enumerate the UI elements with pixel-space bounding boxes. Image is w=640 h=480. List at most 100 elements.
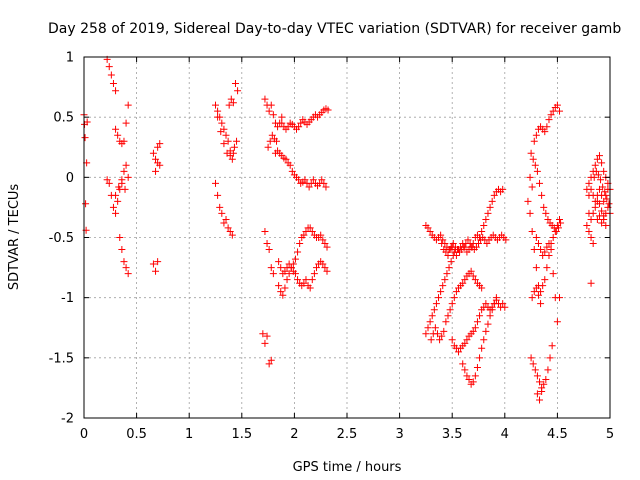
data-point-plus [222,131,230,139]
x-tick-label: 5 [606,427,614,442]
data-point-plus [281,284,289,292]
data-point-plus [524,197,532,205]
data-point-plus [112,125,120,133]
data-point-plus [450,294,458,302]
data-point-plus [214,107,222,115]
data-point-plus [152,167,160,175]
data-point-plus [544,215,552,223]
data-point-plus [112,191,120,199]
data-point-plus [114,197,122,205]
data-point-plus [310,270,318,278]
data-point-plus [465,375,473,383]
data-point-plus [589,240,597,248]
data-point-plus [557,219,565,227]
data-point-plus [536,179,544,187]
data-point-plus [278,119,286,127]
data-point-plus [437,288,445,296]
data-point-plus [529,155,537,163]
y-tick-label: 0 [66,171,74,186]
data-point-plus [124,101,132,109]
data-point-plus [273,137,281,145]
series-arc-21 [526,101,564,191]
data-point-plus [526,173,534,181]
data-point-plus [534,240,542,248]
data-points [80,55,614,404]
data-point-plus [585,179,593,187]
data-point-plus [548,342,556,350]
data-point-plus [114,131,122,139]
data-point-plus [427,336,435,344]
y-tick-label: -2 [61,412,74,427]
data-point-plus [540,203,548,211]
data-point-plus [536,396,544,404]
data-point-plus [533,390,541,398]
data-point-plus [473,363,481,371]
data-point-plus [533,372,541,380]
data-point-plus [480,336,488,344]
data-point-plus [284,123,292,131]
data-point-plus [295,176,303,184]
data-point-plus [543,123,551,131]
data-point-plus [545,252,553,260]
data-point-plus [259,330,267,338]
data-point-plus [488,306,496,314]
data-point-plus [600,215,608,223]
data-point-plus [212,179,219,187]
data-point-plus [532,234,540,241]
series-arc-4 [149,140,164,275]
data-point-plus [268,131,276,139]
data-point-plus [448,300,456,308]
data-point-plus [552,227,560,235]
data-point-plus [598,159,606,167]
data-point-plus [218,209,226,217]
data-point-plus [220,219,228,227]
data-point-plus [426,227,434,235]
data-point-plus [556,294,564,302]
data-point-plus [540,380,548,388]
data-point-plus [286,161,294,169]
data-point-plus [486,203,494,211]
data-point-plus [317,231,325,239]
data-point-plus [440,327,448,335]
data-point-plus [592,167,600,175]
data-point-plus [319,260,327,268]
data-point-plus [445,264,453,272]
x-axis-label: GPS time / hours [293,460,402,475]
x-tick-label: 4 [501,427,509,442]
data-point-plus [121,185,129,193]
series-arc-7 [275,224,331,299]
data-point-plus [109,203,117,211]
data-point-plus [424,324,432,332]
data-point-plus [589,209,597,217]
data-point-plus [322,183,330,191]
data-point-plus [530,288,538,296]
data-point-plus [212,101,219,109]
data-point-plus [484,320,492,328]
data-point-plus [545,240,553,248]
data-point-plus [603,195,611,203]
data-point-plus [291,270,299,278]
data-point-plus [82,200,90,208]
data-point-plus [267,264,275,272]
data-point-plus [225,101,233,109]
data-point-plus [444,312,452,320]
data-point-plus [214,191,222,199]
data-point-plus [534,291,542,299]
data-point-plus [598,219,606,227]
data-point-plus [549,270,557,278]
data-point-plus [156,161,164,169]
data-point-plus [214,113,222,121]
data-point-plus [600,167,608,175]
data-point-plus [224,224,232,232]
data-point-plus [264,143,272,151]
data-point-plus [439,282,447,290]
data-point-plus [469,240,477,248]
data-point-plus [482,215,490,223]
data-point-plus [438,240,446,248]
data-point-plus [430,306,438,314]
data-point-plus [478,227,486,235]
data-point-plus [282,155,290,163]
data-point-plus [469,378,477,386]
data-point-plus [591,197,599,205]
data-point-plus [122,264,130,272]
